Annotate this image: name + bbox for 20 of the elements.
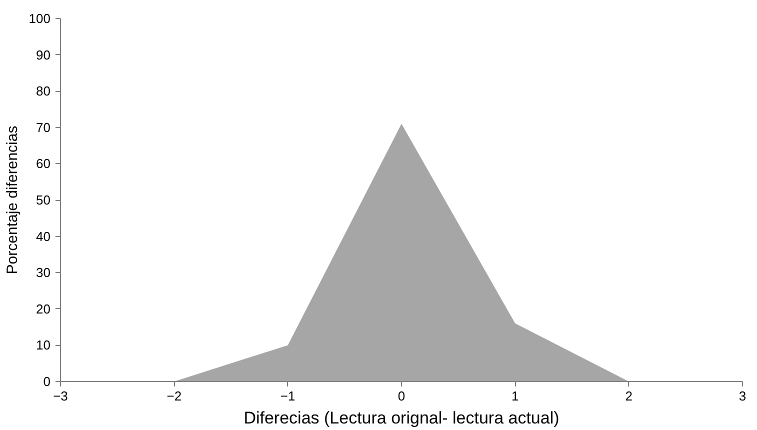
- x-tick-label: −2: [166, 388, 182, 404]
- y-tick-label: 20: [36, 301, 51, 316]
- x-tick-label: 3: [738, 388, 746, 404]
- x-tick-label: 2: [625, 388, 632, 404]
- y-tick-label: 40: [36, 228, 51, 244]
- x-tick-label: −3: [53, 388, 68, 404]
- x-tick-label: 1: [512, 388, 519, 404]
- y-tick-label: 50: [36, 192, 51, 208]
- y-tick-label: 100: [28, 11, 51, 26]
- x-tick-label: −1: [280, 388, 296, 404]
- y-tick-label: 70: [36, 120, 51, 135]
- y-axis-title: Porcentaje diferencias: [4, 126, 21, 274]
- y-tick-label: 90: [36, 47, 51, 62]
- y-tick-label: 0: [43, 374, 51, 389]
- y-tick-label: 10: [36, 338, 51, 353]
- y-tick-label: 30: [36, 265, 51, 280]
- x-tick-label: 0: [398, 388, 406, 404]
- y-tick-label: 80: [36, 84, 51, 99]
- x-axis-title: Diferecias (Lectura orignal- lectura actual): [244, 408, 560, 428]
- y-tick-label: 60: [36, 156, 51, 172]
